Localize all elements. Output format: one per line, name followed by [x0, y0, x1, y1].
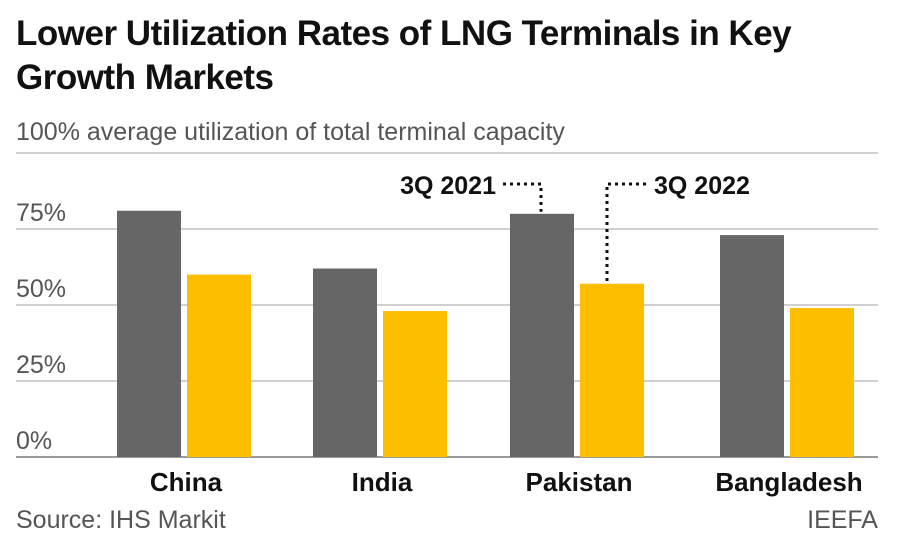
bar-pakistan-2022: [580, 283, 644, 457]
bars: [117, 210, 854, 457]
y-tick-label: 50%: [16, 275, 66, 303]
footer: Source: IHS Markit IEEFA: [16, 506, 878, 535]
bar-india-2022: [383, 311, 447, 457]
x-tick-label: India: [352, 467, 413, 497]
series-annotations: 3Q 2021 3Q 2022: [400, 172, 750, 282]
legend-label-2021: 3Q 2021: [400, 172, 496, 200]
bar-china-2022: [187, 274, 251, 457]
x-tick-label: Bangladesh: [715, 467, 862, 497]
legend-label-2022: 3Q 2022: [654, 172, 750, 200]
chart-subtitle: 100% average utilization of total termin…: [16, 118, 565, 146]
leader-line-2021: [503, 182, 543, 212]
y-tick-label: 75%: [16, 199, 66, 227]
y-axis-ticks: 0% 25% 50% 75%: [16, 199, 66, 455]
bar-pakistan-2021: [510, 213, 574, 457]
chart-title: Lower Utilization Rates of LNG Terminals…: [16, 14, 792, 97]
leader-line-2022: [605, 182, 646, 282]
bar-india-2021: [313, 268, 377, 457]
bar-chart: 0% 25% 50% 75% China India Pakistan Bangladesh…: [16, 152, 878, 497]
x-tick-label: Pakistan: [526, 467, 633, 497]
x-tick-label: China: [150, 467, 223, 497]
brand-label: IEEFA: [807, 506, 878, 534]
bar-bangladesh-2022: [790, 308, 854, 457]
bar-bangladesh-2021: [720, 235, 784, 457]
y-tick-label: 0%: [16, 427, 52, 455]
source-note: Source: IHS Markit: [16, 506, 226, 534]
x-axis-ticks: China India Pakistan Bangladesh: [150, 467, 863, 497]
y-tick-label: 25%: [16, 351, 66, 379]
bar-china-2021: [117, 210, 181, 457]
